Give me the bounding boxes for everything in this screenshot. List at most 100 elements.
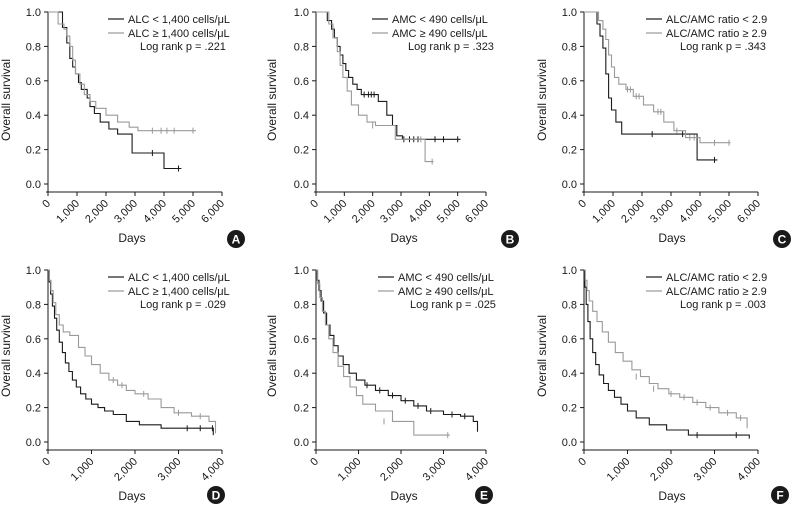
y-tick-label: 0.4: [294, 110, 309, 122]
y-tick-label: 0.6: [26, 334, 41, 346]
panel-letter: B: [506, 233, 515, 247]
legend-label: ALC/AMC ratio ≥ 2.9: [666, 286, 767, 298]
y-tick-label: 0.6: [294, 76, 309, 88]
legend-label: ALC < 1,400 cells/μL: [128, 272, 230, 284]
series-line-2: [584, 269, 748, 429]
y-tick-label: 0.8: [562, 299, 577, 311]
panel-d: 0.0 0.2 0.4 0.6 0.8 1.0 0 1,000 2,000 3,000 4,000 O…: [0, 265, 230, 504]
x-tick-label: 2,000: [112, 456, 140, 484]
x-tick-label: 2,000: [350, 198, 378, 226]
x-tick-label: 6,000: [735, 198, 763, 226]
panel-badge: [227, 230, 245, 248]
y-axis-title: Overall survival: [265, 315, 279, 397]
y-axis-title: Overall survival: [0, 59, 13, 141]
y-tick-label: 0.2: [26, 145, 41, 157]
y-tick-label: 0.2: [562, 403, 577, 415]
panel-e: 0.0 0.2 0.4 0.6 0.8 1.0 0 1,000 2,000 3,000 4,000 O…: [265, 265, 496, 504]
x-axis-title: Days: [118, 489, 145, 503]
x-tick-label: 3,000: [378, 198, 406, 226]
x-tick-label: 4,000: [735, 456, 763, 484]
x-tick-label: 6,000: [199, 198, 227, 226]
panel-badge: [773, 230, 791, 248]
series-line-2: [584, 11, 731, 144]
panel-a: 0.0 0.2 0.4 0.6 0.8 1.0 0 1,000 2,000 3,000 4,000 5…: [0, 7, 245, 248]
x-tick-label: 4,000: [141, 198, 169, 226]
panel-badge: [475, 486, 493, 504]
panel-badge: [501, 230, 519, 248]
x-tick-label: 0: [40, 456, 53, 469]
panel-badge: [207, 486, 225, 504]
y-tick-label: 1.0: [294, 7, 309, 19]
panel-letter: F: [776, 489, 783, 503]
x-tick-label: 4,000: [199, 456, 227, 484]
series-line-2: [316, 11, 434, 163]
y-tick-label: 0.8: [294, 299, 309, 311]
y-tick-label: 0.8: [294, 41, 309, 53]
y-tick-label: 1.0: [26, 7, 41, 19]
y-tick-label: 0.2: [294, 145, 309, 157]
x-tick-label: 6,000: [463, 198, 491, 226]
y-axis-title: Overall survival: [0, 315, 13, 397]
panel-badge: [771, 486, 789, 504]
y-axis-title: Overall survival: [535, 59, 549, 141]
x-tick-label: 1,000: [322, 198, 350, 226]
x-tick-label: 2,000: [378, 456, 406, 484]
x-axis-title: Days: [118, 231, 145, 245]
panel-letter: E: [480, 489, 488, 503]
y-tick-label: 0.4: [294, 368, 309, 380]
x-tick-label: 2,000: [619, 198, 647, 226]
y-tick-label: 0.2: [562, 145, 577, 157]
legend-label: AMC ≥ 490 cells/μL: [398, 286, 494, 298]
x-tick-label: 3,000: [112, 198, 140, 226]
panel-letter: D: [212, 489, 221, 503]
y-tick-label: 0.8: [26, 41, 41, 53]
series-line-1: [584, 269, 750, 439]
x-tick-label: 0: [576, 456, 589, 469]
panel-b: 0.0 0.2 0.4 0.6 0.8 1.0 0 1,000 2,000 3,000 4,000 5…: [265, 7, 519, 248]
log-rank-label: Log rank p = .029: [140, 299, 226, 311]
x-axis-title: Days: [658, 231, 685, 245]
y-tick-label: 0.2: [294, 403, 309, 415]
panel-letter: A: [232, 233, 241, 247]
y-tick-label: 0.0: [294, 437, 309, 449]
panel-c: 0.0 0.2 0.4 0.6 0.8 1.0 0 1,000 2,000 3,000 4,000 5…: [535, 7, 791, 248]
y-tick-label: 0.8: [26, 299, 41, 311]
x-tick-label: 4,000: [677, 198, 705, 226]
x-axis-title: Days: [390, 489, 417, 503]
y-tick-label: 0.0: [294, 179, 309, 191]
legend-label: ALC/AMC ratio ≥ 2.9: [666, 28, 767, 40]
y-tick-label: 0.4: [26, 368, 41, 380]
x-tick-label: 0: [308, 456, 321, 469]
x-tick-label: 0: [576, 198, 589, 211]
x-tick-label: 2,000: [83, 198, 111, 226]
y-tick-label: 1.0: [26, 265, 41, 277]
series-line-1: [48, 11, 182, 170]
legend-label: ALC ≥ 1,400 cells/μL: [128, 28, 230, 40]
x-tick-label: 0: [40, 198, 53, 211]
y-tick-label: 1.0: [294, 265, 309, 277]
legend-label: AMC < 490 cells/μL: [392, 14, 488, 26]
y-tick-label: 0.6: [562, 76, 577, 88]
legend-label: AMC < 490 cells/μL: [398, 272, 494, 284]
y-tick-label: 0.0: [562, 179, 577, 191]
x-tick-label: 3,000: [692, 456, 720, 484]
y-tick-label: 0.0: [26, 179, 41, 191]
y-tick-label: 0.8: [562, 41, 577, 53]
x-axis-title: Days: [658, 489, 685, 503]
log-rank-label: Log rank p = .221: [140, 41, 226, 53]
x-tick-label: 4,000: [407, 198, 435, 226]
x-tick-label: 1,000: [590, 198, 618, 226]
x-tick-label: 5,000: [170, 198, 198, 226]
series-line-1: [584, 11, 718, 161]
y-tick-label: 0.6: [294, 334, 309, 346]
panel-f: 0.0 0.2 0.4 0.6 0.8 1.0 0 1,000 2,000 3,000 4,000 O…: [535, 265, 789, 504]
y-axis-title: Overall survival: [265, 59, 279, 141]
y-axis-title: Overall survival: [535, 315, 549, 397]
log-rank-label: Log rank p = .003: [680, 299, 766, 311]
x-tick-label: 3,000: [648, 198, 676, 226]
x-tick-label: 2,000: [648, 456, 676, 484]
y-tick-label: 0.0: [562, 437, 577, 449]
x-axis-title: Days: [390, 231, 417, 245]
y-tick-label: 1.0: [562, 265, 577, 277]
x-tick-label: 3,000: [156, 456, 184, 484]
